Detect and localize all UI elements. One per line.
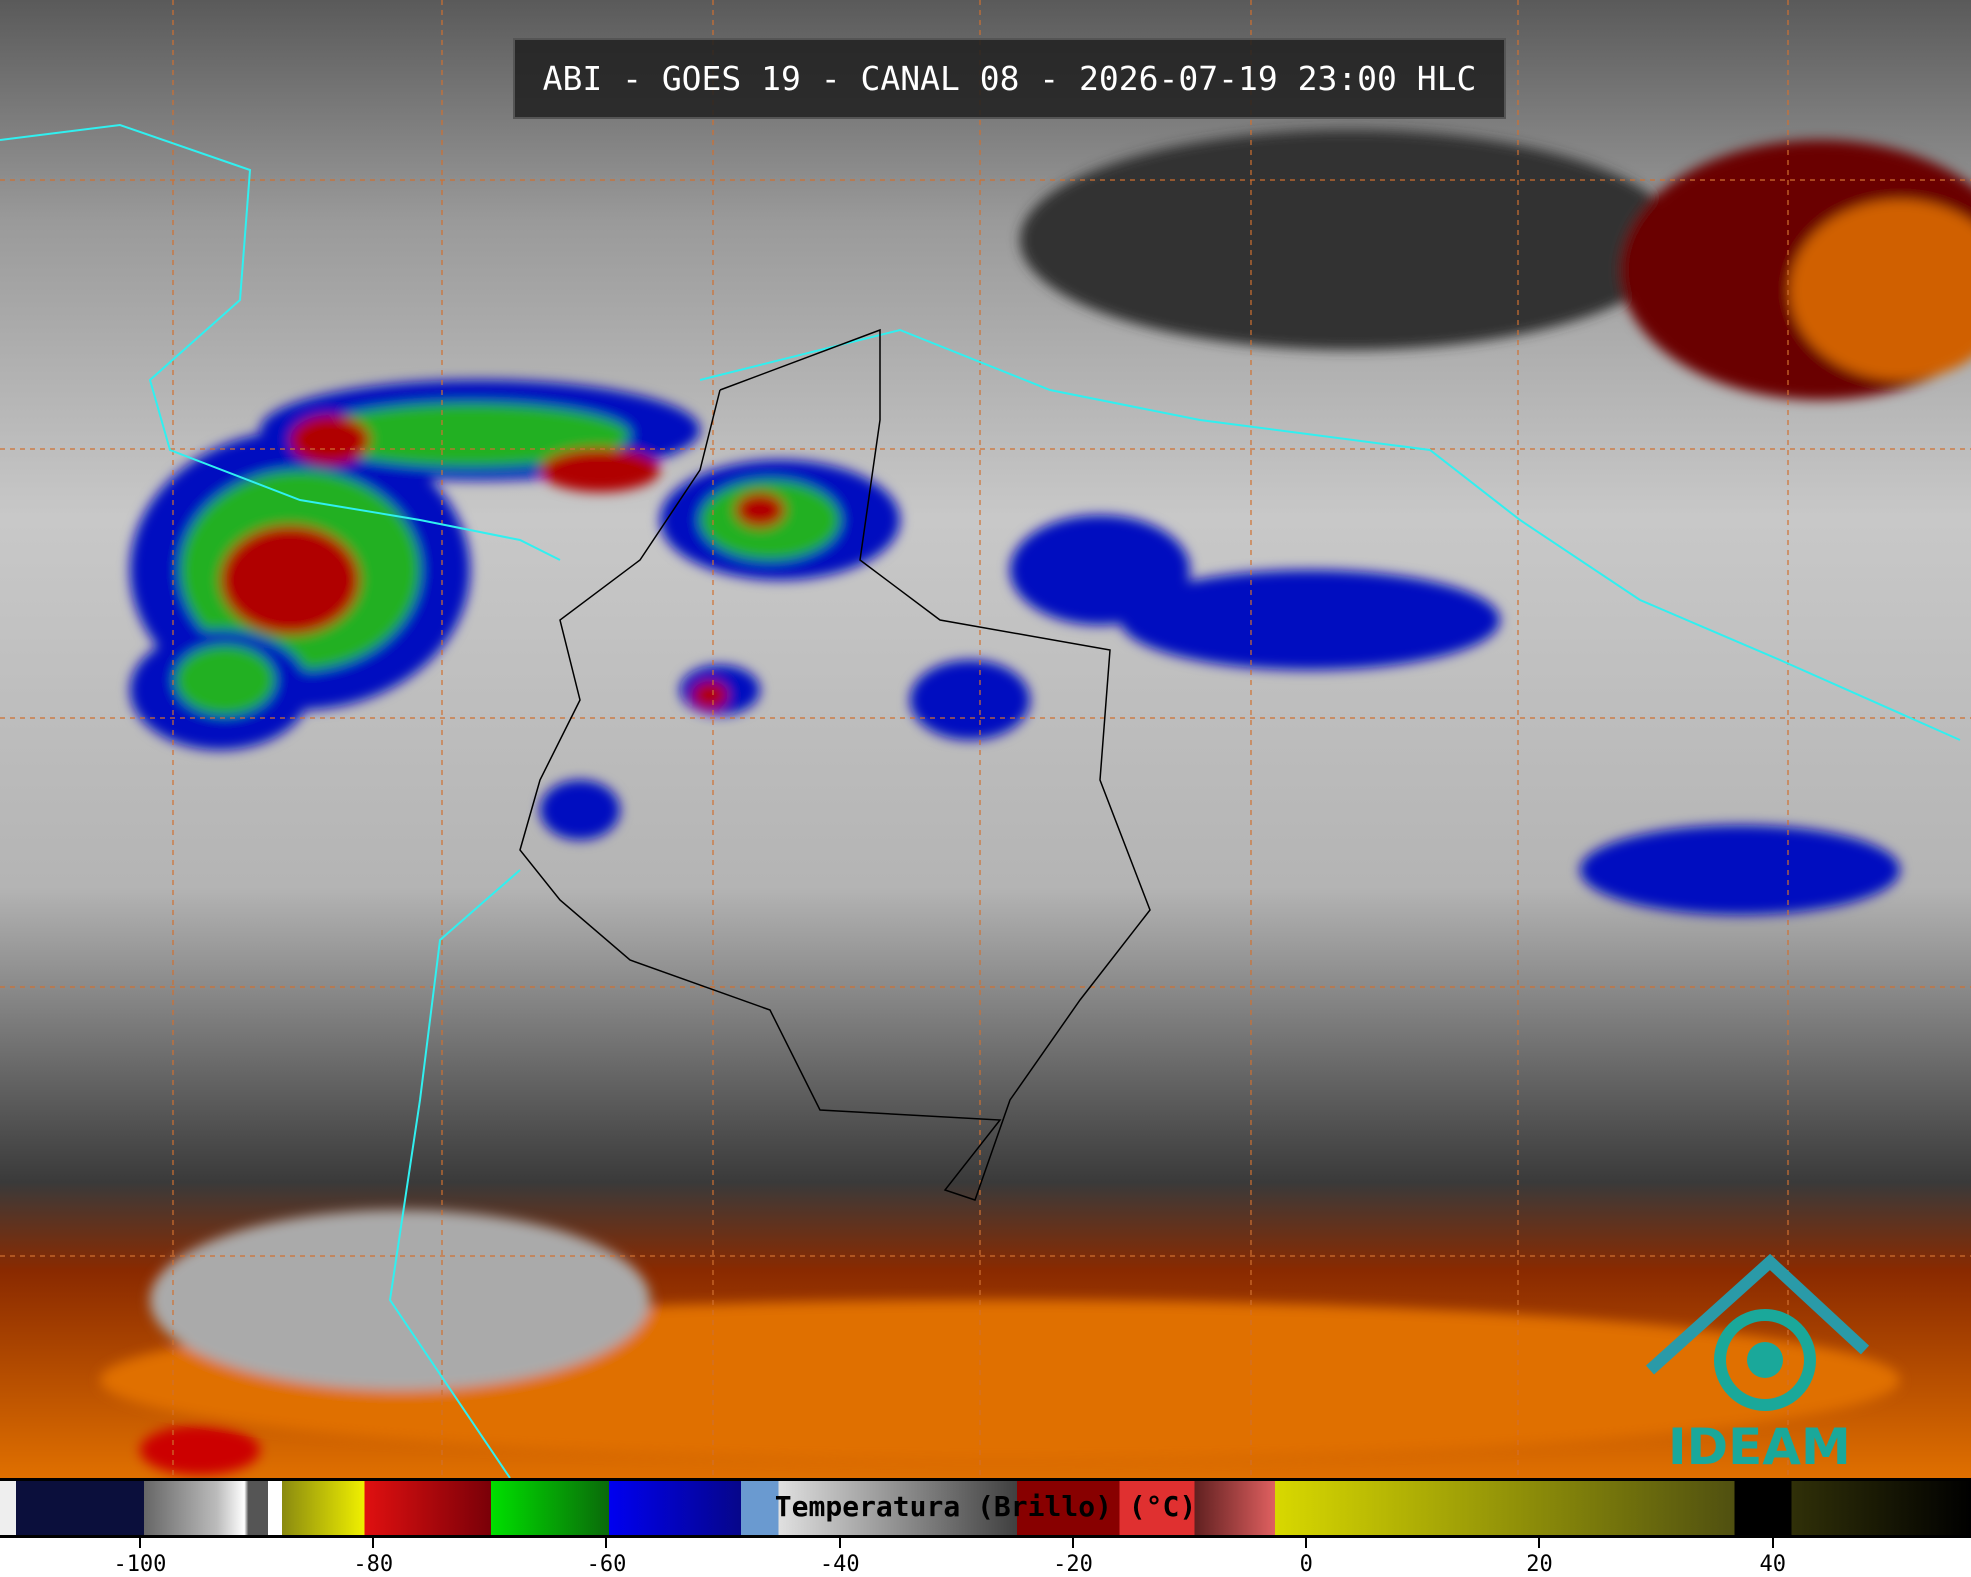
tick-label: 40 [1759,1552,1786,1577]
tick-label: -20 [1053,1552,1093,1577]
colorbar-label: Temperatura (Brillo) (°C) [774,1490,1197,1523]
satellite-map [0,0,1971,1478]
tick-mark [1538,1536,1541,1548]
tick-label: 20 [1526,1552,1553,1577]
logo-icon [1645,1253,1870,1411]
tick-label: -100 [113,1552,167,1577]
tick-label: 0 [1299,1552,1313,1577]
tick-mark [1305,1536,1308,1548]
tick-label: -80 [353,1552,394,1577]
tick-mark [372,1536,375,1548]
tick-mark [138,1536,141,1548]
tick-mark [605,1536,608,1548]
colorbar-axis [0,1538,1971,1577]
tick-mark [1771,1536,1774,1548]
tick-label: -40 [819,1552,860,1577]
tick-mark [1071,1536,1074,1548]
logo: IDEAM [1668,1418,1851,1476]
title: ABI - GOES 19 - CANAL 08 - 2026-07-19 23… [513,38,1506,119]
tick-label: -60 [586,1552,627,1577]
tick-mark [838,1536,841,1548]
colorbar [0,1478,1971,1538]
